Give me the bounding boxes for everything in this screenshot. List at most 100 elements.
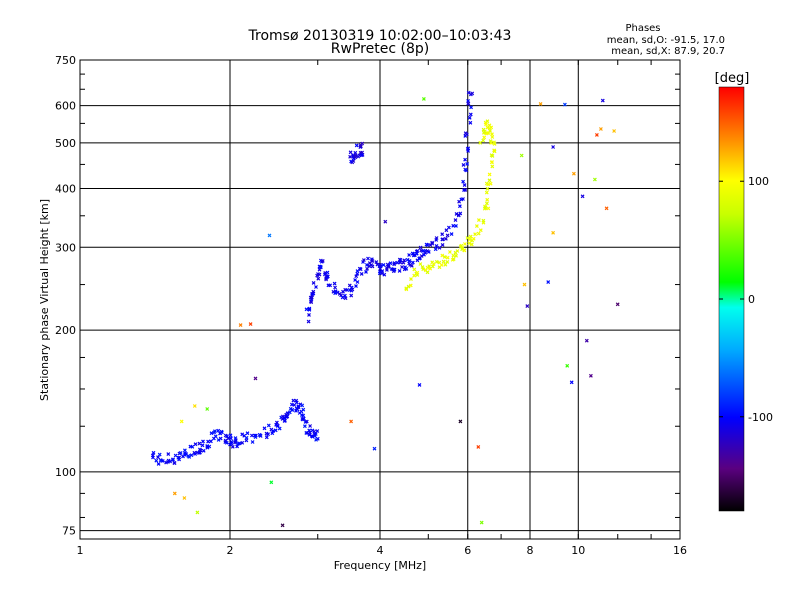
data-point [245,431,250,436]
data-point [465,161,470,166]
data-point [151,450,156,455]
data-point [200,443,205,448]
data-point [395,260,400,265]
data-point [463,167,468,172]
data-point [408,283,413,288]
data-point [213,434,218,439]
data-point [584,338,589,343]
data-point [224,440,229,445]
phase-stats-title: Phases [625,23,660,34]
y-tick-label: 75 [62,525,76,538]
data-point [478,228,483,233]
grid-lines [80,60,680,539]
data-point [478,140,483,145]
data-point [324,277,329,282]
data-point [192,404,197,408]
data-point [434,243,439,248]
data-point [592,177,597,182]
data-point [309,295,314,300]
data-point [443,262,448,267]
data-point [325,274,330,279]
data-point [414,251,419,256]
data-point [476,444,481,449]
data-point [277,426,282,431]
data-point [228,436,233,441]
data-point [469,242,474,247]
data-point [299,409,304,414]
data-point [190,444,195,449]
data-point [424,242,429,247]
data-point [392,262,397,267]
data-point [468,112,473,117]
data-point [301,413,306,418]
data-point [430,264,435,269]
data-point [267,233,272,238]
data-point [487,178,492,183]
x-tick-label: 8 [527,544,534,557]
data-point [348,150,353,155]
data-point [459,197,464,202]
data-point [481,218,486,223]
data-point [300,403,305,408]
x-tick-label: 1 [77,544,84,557]
data-point [250,440,255,444]
y-tick-label: 400 [55,182,76,195]
data-point [249,433,254,438]
data-point [471,236,476,241]
data-point [228,442,232,447]
data-point [461,162,466,167]
data-point [455,249,460,253]
data-point [370,264,375,269]
data-point [445,233,450,238]
data-point [274,420,279,425]
data-point [285,414,290,419]
data-point [166,452,171,457]
data-point [318,264,323,269]
data-point [465,236,470,240]
data-point [598,127,603,131]
data-point [212,429,217,434]
data-point [244,438,249,443]
data-point [485,186,490,191]
x-tick-label: 4 [377,544,384,557]
y-tick-label: 750 [55,54,76,67]
data-point [445,259,450,264]
data-point [467,237,472,242]
data-point [398,257,403,262]
data-point [206,439,211,444]
data-point [366,256,370,261]
data-point [388,261,393,266]
data-point [358,143,363,147]
data-point [410,260,415,265]
data-point [397,268,402,273]
phase-stats-x: mean, sd,X: 87.9, 20.7 [611,46,725,57]
data-point [490,160,495,164]
data-point [353,153,358,158]
data-point [457,204,462,209]
data-point [333,291,338,296]
data-point [154,458,159,463]
data-point [571,171,576,176]
data-point [440,237,445,242]
data-point [417,256,422,261]
colorbar [718,86,745,512]
data-point [444,228,449,233]
data-point [253,376,258,381]
data-point [308,295,313,300]
data-point [233,438,238,443]
data-point [484,201,489,206]
data-point [415,248,420,253]
data-point [431,262,436,266]
data-point [328,283,333,288]
data-point [615,302,620,307]
data-point [492,140,496,145]
data-point [314,285,318,289]
data-point [182,448,187,453]
data-point [275,423,280,428]
data-point [349,419,354,424]
data-point [271,429,276,434]
data-point [198,448,203,453]
data-point [419,254,424,258]
data-point [320,258,325,263]
